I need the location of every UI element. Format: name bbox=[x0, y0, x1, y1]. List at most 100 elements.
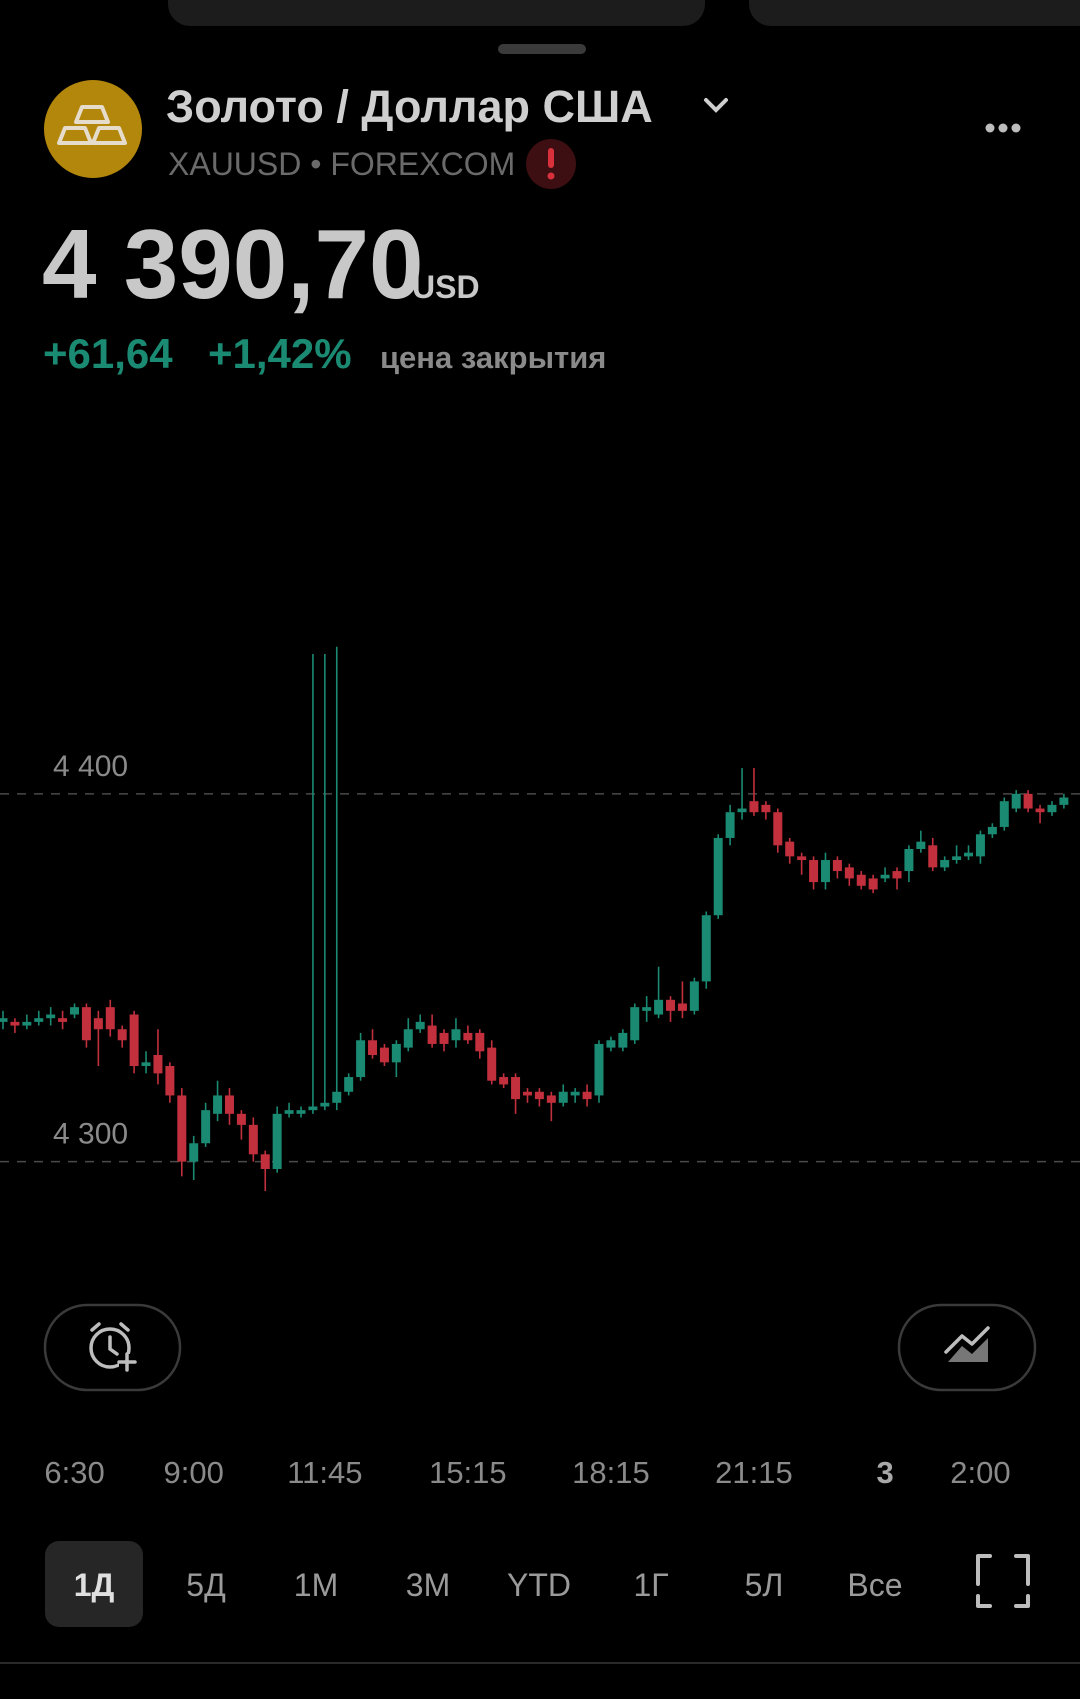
candle-body bbox=[224, 1095, 234, 1114]
candle-body bbox=[1047, 804, 1057, 813]
candle-body bbox=[213, 1095, 223, 1114]
candle-body bbox=[332, 1091, 342, 1103]
candle-body bbox=[606, 1040, 616, 1048]
x-tick-label: 9:00 bbox=[164, 1455, 224, 1490]
candle-body bbox=[391, 1043, 401, 1063]
sheet bbox=[0, 26, 1080, 1699]
dropdown-chevron[interactable] bbox=[704, 98, 728, 113]
candle-body bbox=[868, 878, 878, 890]
price-change-percent: +1,42% bbox=[208, 330, 352, 377]
candle-body bbox=[141, 1062, 151, 1067]
candle-body bbox=[570, 1091, 580, 1096]
x-tick-label: 11:45 bbox=[287, 1455, 362, 1490]
candle-body bbox=[22, 1021, 32, 1026]
candle-body bbox=[999, 801, 1009, 827]
warning-icon[interactable] bbox=[526, 139, 576, 189]
symbol-title[interactable]: Золото / Доллар США bbox=[166, 81, 653, 132]
candle-body bbox=[797, 856, 807, 861]
candle-body bbox=[1035, 808, 1045, 813]
range-tab[interactable]: 5Л bbox=[745, 1567, 784, 1603]
candle-body bbox=[153, 1054, 163, 1074]
candle-body bbox=[689, 981, 699, 1011]
candle-body bbox=[117, 1029, 127, 1041]
range-tab[interactable]: 1Г bbox=[633, 1567, 668, 1603]
candle-body bbox=[463, 1032, 473, 1041]
candle-body bbox=[856, 874, 866, 886]
candle-body bbox=[642, 1007, 652, 1011]
price: 4 390,70 bbox=[42, 209, 423, 319]
background-tab bbox=[168, 0, 705, 26]
candle-body bbox=[558, 1091, 568, 1103]
candle-body bbox=[165, 1066, 175, 1096]
alert-button[interactable] bbox=[43, 1303, 182, 1392]
candle-body bbox=[344, 1077, 354, 1092]
candle-body bbox=[236, 1113, 246, 1125]
candlestick-chart: 4 300 4 400 6:30 9:00 11:45 15:15 18:15 21:15 3 2… bbox=[0, 646, 1080, 1490]
candle-body bbox=[1011, 793, 1021, 809]
price-note: цена закрытия bbox=[380, 340, 606, 375]
candle-body bbox=[522, 1091, 532, 1096]
candle-body bbox=[201, 1110, 211, 1144]
candle-body bbox=[93, 1018, 103, 1030]
candle-body bbox=[749, 801, 759, 813]
range-tab[interactable]: 5Д bbox=[186, 1567, 226, 1603]
background-tab bbox=[749, 0, 1080, 26]
candle-body bbox=[475, 1032, 485, 1052]
candle-body bbox=[105, 1007, 115, 1030]
candle-body bbox=[10, 1021, 20, 1026]
drag-handle[interactable] bbox=[498, 44, 586, 54]
candle-body bbox=[928, 845, 938, 868]
candle-body bbox=[499, 1077, 509, 1085]
symbol-subtitle: XAUUSD • FOREXCOM bbox=[168, 146, 515, 182]
candle-body bbox=[892, 871, 902, 879]
candle-body bbox=[272, 1113, 282, 1170]
candle-body bbox=[511, 1077, 521, 1100]
x-tick-label: 6:30 bbox=[44, 1455, 104, 1490]
candle-body bbox=[1059, 797, 1069, 805]
candle-body bbox=[46, 1014, 56, 1019]
y-tick-label: 4 300 bbox=[53, 1118, 128, 1151]
candle-body bbox=[487, 1047, 497, 1081]
candle-body bbox=[677, 1003, 687, 1011]
candle-body bbox=[832, 860, 842, 872]
candle-body bbox=[713, 837, 723, 916]
range-tab[interactable]: Все bbox=[847, 1567, 902, 1603]
candle-body bbox=[964, 852, 974, 857]
candle-body bbox=[809, 860, 819, 883]
range-tab[interactable]: 1Д bbox=[74, 1567, 115, 1603]
candle-body bbox=[70, 1007, 80, 1015]
candle-body bbox=[248, 1124, 258, 1155]
candle-body bbox=[308, 1106, 318, 1111]
candle-body bbox=[630, 1007, 640, 1041]
candle-body bbox=[284, 1110, 294, 1114]
x-tick-label: 3 bbox=[876, 1455, 893, 1490]
candle-body bbox=[177, 1095, 187, 1162]
candle-body bbox=[725, 812, 735, 838]
candle-body bbox=[820, 860, 830, 883]
fullscreen-button[interactable] bbox=[976, 1554, 1030, 1608]
candle-body bbox=[34, 1018, 44, 1022]
x-tick-label: 18:15 bbox=[572, 1455, 650, 1490]
range-tab[interactable]: YTD bbox=[507, 1567, 571, 1603]
candle-body bbox=[737, 808, 747, 813]
candle-body bbox=[916, 841, 926, 849]
candle-body bbox=[546, 1095, 556, 1103]
chart-style-button[interactable] bbox=[897, 1303, 1037, 1392]
more-menu[interactable] bbox=[985, 123, 1021, 133]
candle-body bbox=[785, 841, 795, 857]
candle-body bbox=[451, 1029, 461, 1041]
candle-body bbox=[880, 874, 890, 879]
candle-body bbox=[618, 1032, 628, 1048]
candle-body bbox=[356, 1040, 366, 1078]
range-tab[interactable]: 1М bbox=[294, 1567, 338, 1603]
candle-body bbox=[320, 1102, 330, 1107]
range-tab-selected-bg[interactable] bbox=[45, 1541, 143, 1627]
candle-body bbox=[952, 856, 962, 861]
range-tab[interactable]: 3М bbox=[406, 1567, 450, 1603]
symbol-logo bbox=[44, 80, 142, 178]
candle-body bbox=[296, 1110, 306, 1114]
candle-body bbox=[701, 915, 711, 982]
candle-body bbox=[427, 1025, 437, 1044]
